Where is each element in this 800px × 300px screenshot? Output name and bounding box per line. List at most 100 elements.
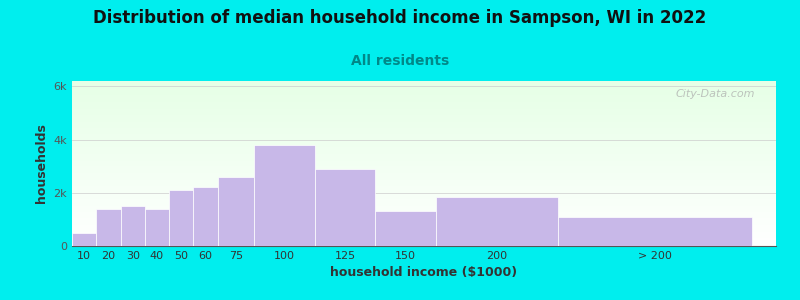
Bar <box>72 151 776 152</box>
Bar <box>72 185 776 186</box>
Bar <box>72 200 776 201</box>
Bar <box>72 116 776 117</box>
Bar <box>72 149 776 150</box>
Bar <box>72 146 776 147</box>
Bar <box>72 213 776 214</box>
Bar <box>72 203 776 204</box>
Bar <box>72 81 776 82</box>
Bar <box>72 140 776 141</box>
Bar <box>72 226 776 227</box>
Bar <box>254 145 314 246</box>
Bar <box>72 193 776 194</box>
Bar <box>72 156 776 157</box>
Bar <box>72 106 776 107</box>
Bar <box>194 188 218 246</box>
Bar <box>72 107 776 108</box>
Bar <box>72 137 776 138</box>
Bar <box>72 98 776 99</box>
Bar <box>72 88 776 89</box>
Bar <box>72 181 776 182</box>
Text: All residents: All residents <box>351 54 449 68</box>
Bar <box>72 144 776 145</box>
Bar <box>72 190 776 191</box>
Bar <box>72 112 776 113</box>
Bar <box>436 197 558 246</box>
Bar <box>72 133 776 134</box>
Bar <box>72 234 776 235</box>
Bar <box>72 228 776 229</box>
Text: Distribution of median household income in Sampson, WI in 2022: Distribution of median household income … <box>94 9 706 27</box>
Bar <box>72 244 776 245</box>
Bar <box>375 212 436 246</box>
Bar <box>72 170 776 171</box>
Bar <box>72 129 776 130</box>
Bar <box>72 160 776 161</box>
Bar <box>72 217 776 218</box>
Bar <box>72 236 776 237</box>
Bar <box>72 173 776 174</box>
Bar <box>72 239 776 240</box>
Bar <box>72 142 776 143</box>
Bar <box>72 136 776 137</box>
Bar <box>72 126 776 127</box>
Bar <box>72 138 776 139</box>
Bar <box>121 206 145 246</box>
Bar <box>72 222 776 223</box>
Bar <box>72 87 776 88</box>
Bar <box>72 118 776 119</box>
Bar <box>72 175 776 176</box>
Bar <box>72 229 776 230</box>
Bar <box>72 124 776 125</box>
Bar <box>72 199 776 200</box>
Bar <box>72 183 776 184</box>
Bar <box>72 188 776 189</box>
Bar <box>72 225 776 226</box>
Bar <box>72 167 776 168</box>
Bar <box>72 162 776 163</box>
Bar <box>72 165 776 166</box>
Bar <box>72 130 776 131</box>
Bar <box>72 99 776 100</box>
Bar <box>72 163 776 164</box>
Bar <box>72 119 776 120</box>
Bar <box>72 194 776 195</box>
Bar <box>72 204 776 205</box>
Bar <box>96 209 121 246</box>
Bar <box>558 217 752 246</box>
Bar <box>72 152 776 153</box>
Bar <box>72 147 776 148</box>
Bar <box>72 86 776 87</box>
Bar <box>72 101 776 102</box>
Bar <box>72 161 776 162</box>
Bar <box>72 131 776 132</box>
Bar <box>72 220 776 221</box>
Bar <box>72 191 776 192</box>
Bar <box>72 231 776 232</box>
Bar <box>72 115 776 116</box>
Bar <box>72 104 776 105</box>
Bar <box>72 117 776 118</box>
Bar <box>72 84 776 85</box>
Bar <box>72 241 776 242</box>
Bar <box>72 214 776 215</box>
Bar <box>72 103 776 104</box>
Bar <box>72 227 776 228</box>
Bar <box>72 159 776 160</box>
Bar <box>72 179 776 180</box>
Bar <box>72 178 776 179</box>
Bar <box>72 215 776 216</box>
Bar <box>72 192 776 193</box>
Bar <box>72 102 776 103</box>
Bar <box>72 157 776 158</box>
Bar <box>72 174 776 175</box>
Bar <box>72 201 776 202</box>
Bar <box>72 245 776 246</box>
Bar <box>72 155 776 156</box>
Bar <box>72 122 776 123</box>
Bar <box>72 197 776 198</box>
Y-axis label: households: households <box>35 124 48 203</box>
Bar <box>72 89 776 90</box>
Bar <box>72 127 776 128</box>
Bar <box>72 224 776 225</box>
Bar <box>72 95 776 96</box>
